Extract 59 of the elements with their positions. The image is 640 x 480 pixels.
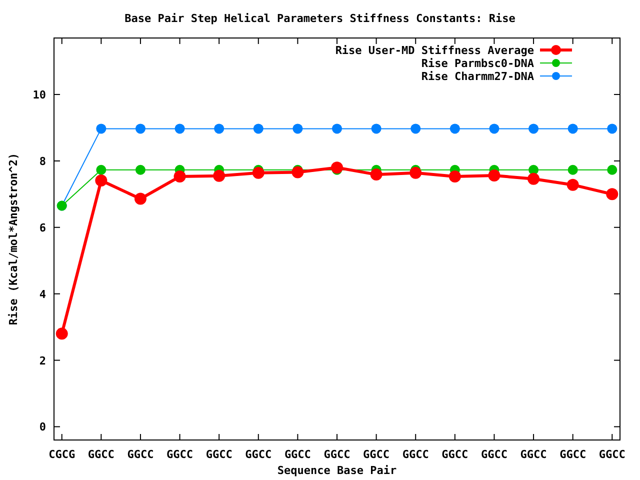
x-tick-label: GGCC [88,448,114,461]
point [528,124,539,134]
point [332,124,342,134]
point [528,172,540,185]
x-tick-label: GGCC [363,448,390,461]
x-tick-label: GGCC [520,448,547,461]
point [410,124,421,134]
point [292,166,304,178]
x-axis-title: Sequence Base Pair [277,464,397,477]
point [96,164,106,175]
point [56,328,68,340]
point [135,124,146,134]
point [174,170,186,183]
x-tick-label: GGCC [127,448,154,461]
point [134,192,146,205]
point [135,164,146,175]
point [214,124,224,134]
point [213,170,226,182]
y-tick-label: 8 [39,154,46,168]
y-tick-label: 2 [39,354,46,368]
point [174,124,185,134]
point [95,174,108,187]
y-tick-label: 0 [39,420,46,434]
x-tick-label: GGCC [245,448,272,461]
x-tick-label: CGCG [48,448,76,461]
x-tick-label: GGCC [206,448,232,461]
x-tick-label: GGCC [284,448,311,461]
point [488,170,500,182]
point [606,188,618,200]
point [96,124,106,134]
chart-title: Base Pair Step Helical Parameters Stiffness Constants: Rise [124,12,516,25]
y-tick-label: 4 [39,288,46,301]
point [450,124,460,134]
point [568,124,578,134]
point [489,124,500,134]
point [568,164,578,175]
legend-label: Rise Parmbsc0-DNA [421,57,534,70]
x-tick-label: GGCC [166,448,194,461]
point [566,178,579,191]
point [252,166,264,179]
point [607,164,618,175]
point [448,170,461,183]
x-tick-label: GGCC [560,448,586,461]
legend-label: Rise User-MD Stiffness Average [335,44,534,57]
point [410,166,422,179]
y-tick-label: 10 [32,88,46,102]
point [253,124,264,134]
legend-label: Rise Charmm27-DNA [421,70,534,83]
x-tick-label: GGCC [324,448,350,461]
y-axis-title: Rise (Kcal/mol*Angstron^2) [7,152,20,326]
point [370,168,382,181]
x-tick-label: GGCC [480,448,508,461]
x-tick-label: GGCC [598,448,626,461]
point [607,124,618,134]
point [371,124,382,134]
y-tick-label: 6 [39,221,46,234]
point [292,124,303,134]
x-tick-label: GGCC [442,448,468,461]
x-tick-label: GGCC [402,448,429,461]
